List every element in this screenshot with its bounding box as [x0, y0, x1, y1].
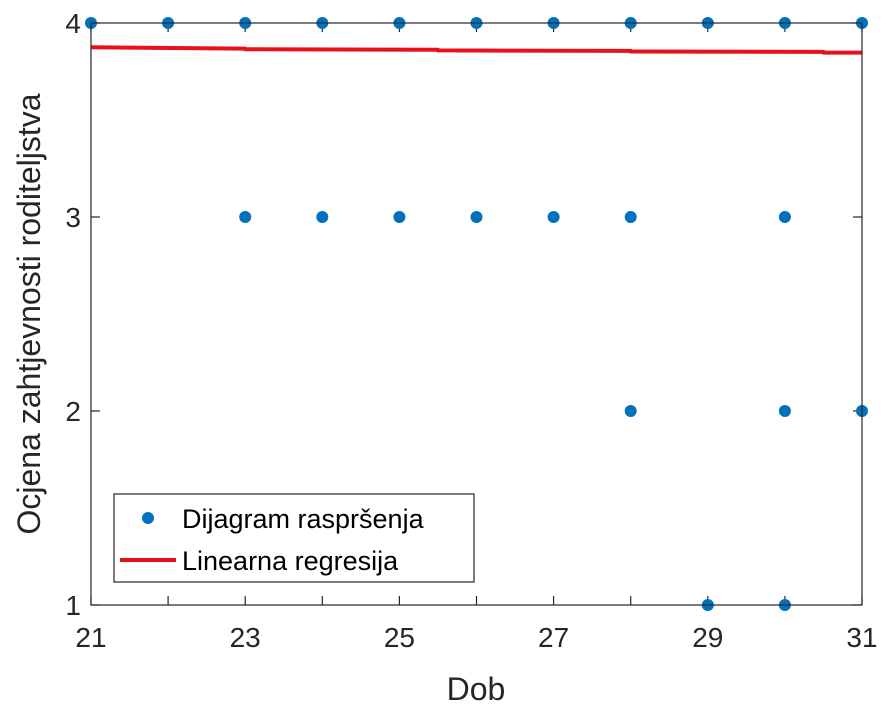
x-tick-label: 27 — [538, 622, 569, 653]
scatter-point — [547, 211, 560, 223]
scatter-point — [778, 405, 791, 417]
legend-box — [113, 493, 475, 583]
scatter-point — [778, 211, 791, 223]
legend: Dijagram raspršenja Linearna regresija — [113, 493, 475, 583]
y-tick-label: 3 — [65, 202, 81, 233]
scatter-point — [624, 211, 637, 223]
y-tick-label: 1 — [65, 590, 81, 621]
plot-frame — [90, 22, 863, 606]
scatter-point — [239, 211, 252, 223]
x-tick-label: 31 — [846, 622, 877, 653]
x-tick-label: 25 — [384, 622, 415, 653]
x-axis-label: Dob — [447, 671, 506, 707]
scatter-points — [85, 17, 868, 611]
x-tick-label: 23 — [230, 622, 261, 653]
scatter-point — [624, 405, 637, 417]
y-tick-label: 4 — [65, 8, 81, 39]
regression-layer — [90, 45, 862, 55]
legend-scatter-label: Dijagram raspršenja — [182, 504, 425, 534]
y-tick-label: 2 — [65, 396, 81, 427]
scatter-point — [316, 211, 329, 223]
y-axis-label: Ocjena zahtjevnosti roditeljstva — [11, 93, 47, 534]
legend-regression-label: Linearna regresija — [182, 546, 399, 576]
regression-line — [90, 45, 862, 55]
x-tick-label: 21 — [75, 622, 106, 653]
x-tick-label: 29 — [692, 622, 723, 653]
scatter-point — [470, 211, 483, 223]
legend-scatter-marker — [142, 512, 154, 524]
scatter-point — [393, 211, 406, 223]
